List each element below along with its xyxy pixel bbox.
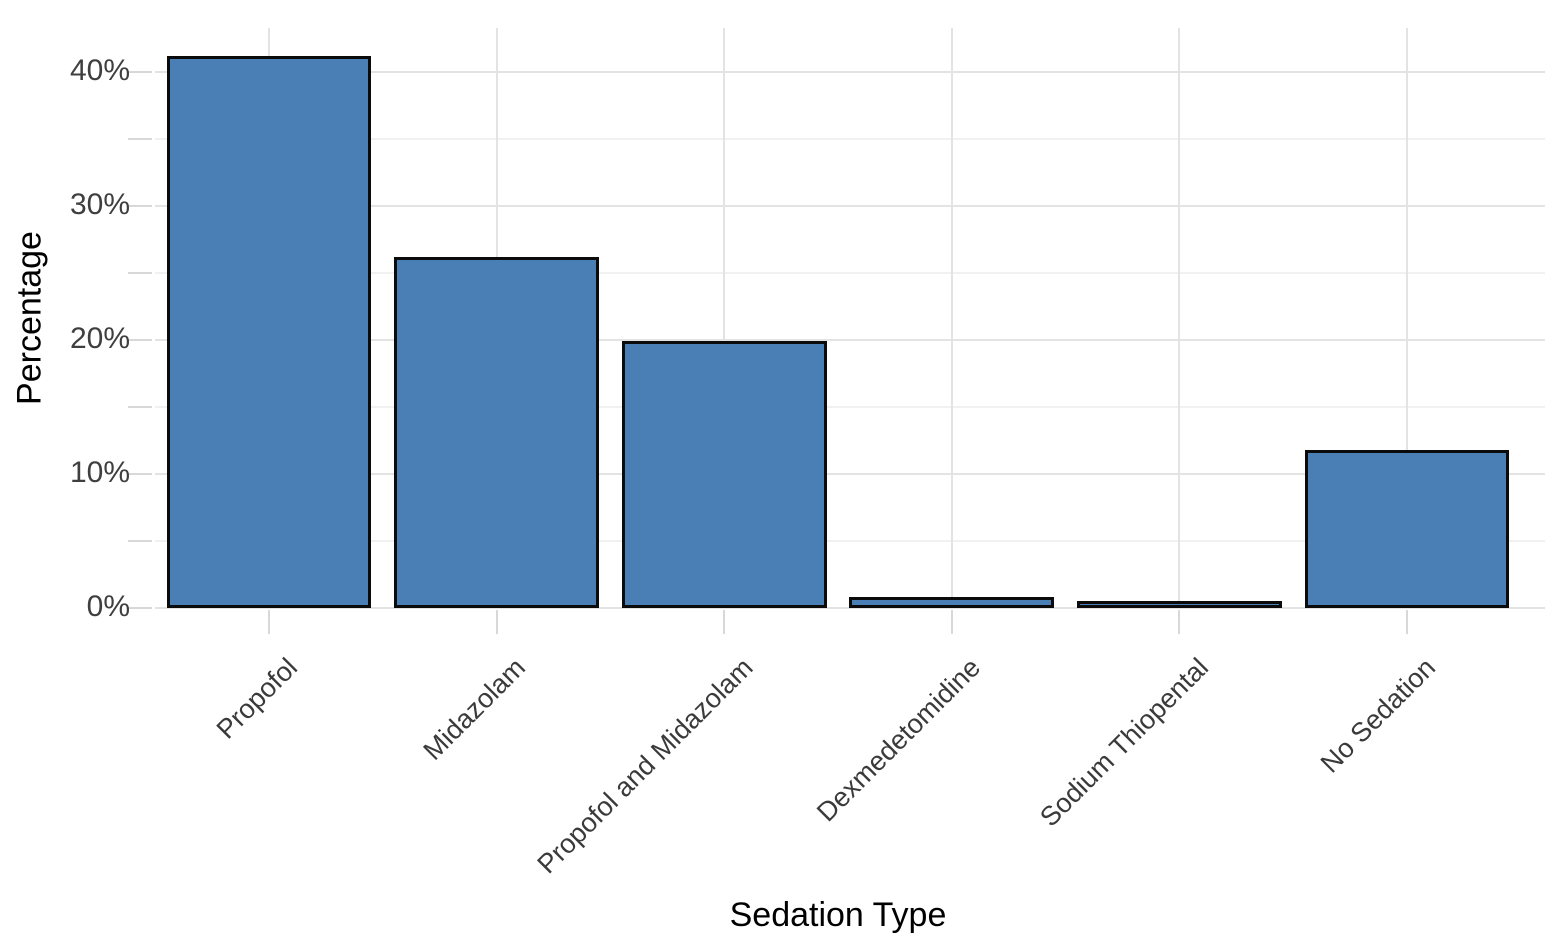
y-tick-mark [128,71,152,74]
x-tick-mark [1178,610,1181,634]
x-axis-title: Sedation Type [729,896,947,934]
plot-panel [155,28,1545,609]
bar-no-sedation [1304,449,1510,608]
category-gridline [950,28,953,608]
y-tick-mark [128,339,152,342]
category-gridline [723,28,726,608]
major-gridline [155,473,1545,476]
y-tick-label: 10% [69,455,130,489]
y-tick-mark [128,272,152,275]
bar-propofol-and-midazolam [621,341,827,608]
x-category-label: Sodium Thiopental [1033,652,1214,833]
x-category-label: No Sedation [1315,652,1442,779]
major-gridline [155,205,1545,208]
y-tick-label: 40% [69,54,130,88]
bar-dexmedetomidine [849,597,1055,608]
major-gridline [155,607,1545,609]
bar-midazolam [394,257,599,608]
x-category-label: Propofol [211,652,304,745]
y-axis-title: Percentage [10,231,49,405]
minor-gridline [155,406,1545,409]
x-category-label: Propofol and Midazolam [531,652,759,880]
x-category-label: Midazolam [417,652,532,766]
y-tick-mark [128,138,152,141]
bar-propofol [166,56,372,608]
category-gridline [1406,28,1408,608]
x-tick-mark [723,610,726,634]
y-tick-label: 20% [69,321,130,355]
minor-gridline [155,540,1545,543]
x-tick-mark [495,610,498,634]
y-tick-mark [128,607,152,609]
y-tick-label: 0% [86,589,130,623]
minor-gridline [155,138,1545,141]
major-gridline [155,71,1545,74]
bar-sodium-thiopental [1076,601,1282,608]
category-gridline [1178,28,1181,608]
x-tick-mark [950,610,953,634]
y-tick-mark [128,406,152,409]
y-tick-label: 30% [69,187,130,221]
y-tick-mark [128,540,152,543]
major-gridline [155,339,1545,342]
x-tick-mark [268,610,270,634]
x-category-label: Dexmedetomidine [811,652,987,828]
y-tick-mark [128,205,152,208]
y-tick-mark [128,473,152,476]
minor-gridline [155,272,1545,275]
x-tick-mark [1406,610,1408,634]
